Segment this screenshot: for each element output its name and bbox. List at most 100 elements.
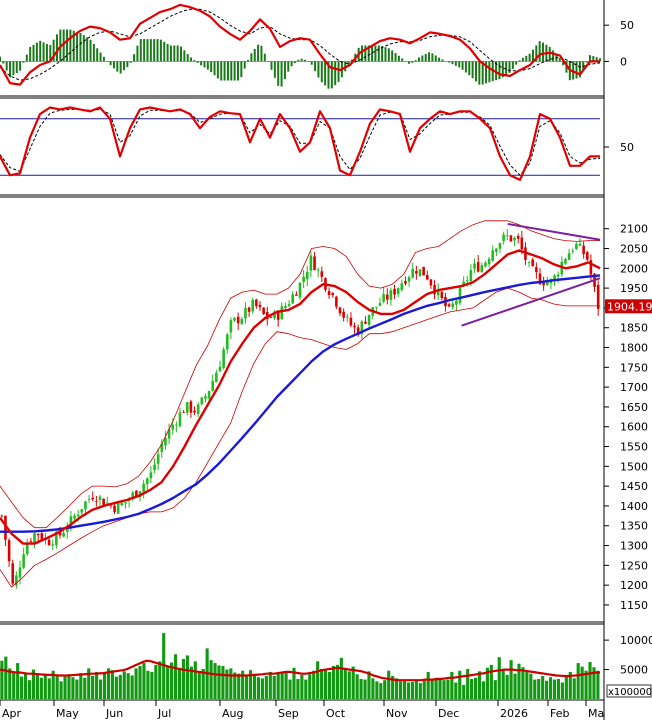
volume-bar [470, 678, 474, 699]
candle-body [367, 314, 371, 325]
candle-body [105, 502, 109, 504]
macd-histogram-bar [488, 61, 491, 83]
volume-ma-line [0, 659, 600, 682]
volume-bar [288, 679, 292, 699]
macd-histogram-bar [149, 39, 152, 62]
volume-bar [466, 668, 470, 699]
volume-bar [533, 679, 537, 699]
volume-bar [252, 675, 257, 699]
candle-body [429, 279, 433, 286]
volume-bar [122, 671, 126, 699]
volume-bar [296, 678, 300, 699]
candle-body [69, 516, 73, 527]
volume-bar [383, 680, 387, 699]
candle-body [164, 437, 167, 446]
macd-histogram-bar [478, 61, 481, 85]
candle-body [40, 533, 44, 540]
volume-bar [276, 673, 280, 699]
macd-histogram-bar [578, 61, 581, 78]
macd-histogram-bar [143, 39, 146, 62]
macd-histogram-bar [236, 61, 239, 81]
price-axis-tick-label: 1850 [620, 322, 648, 335]
volume-bar [462, 684, 466, 699]
volume-bar [241, 670, 245, 699]
macd-histogram-bar [210, 61, 213, 73]
macd-histogram-bar [397, 55, 400, 62]
candle-body [65, 528, 69, 532]
candle-body [25, 543, 29, 555]
macd-histogram-bar [481, 61, 484, 85]
month-label: Oct [326, 707, 346, 720]
candle-body [596, 284, 600, 309]
month-label: Apr [2, 707, 22, 720]
volume-bar [0, 660, 4, 699]
macd-histogram-bar [471, 61, 474, 79]
macd-histogram-bar [310, 61, 313, 65]
macd-histogram-bar [391, 50, 394, 62]
macd-histogram-bar [39, 40, 42, 62]
candle-body [269, 317, 273, 319]
candle-body [33, 533, 36, 543]
volume-bar [197, 671, 201, 699]
candle-body [564, 258, 567, 264]
macd-histogram-bar [5, 61, 8, 71]
volume-bar [87, 668, 91, 699]
macd-histogram-bar [431, 53, 434, 62]
macd-histogram-bar [414, 60, 417, 62]
macd-histogram-bar [62, 29, 65, 62]
volume-bar [221, 666, 225, 699]
candle-body [167, 429, 171, 439]
month-label: Dec [438, 707, 459, 720]
macd-histogram-bar [123, 61, 126, 71]
volume-bar [27, 680, 32, 699]
macd-histogram-bar [92, 44, 95, 62]
candle-body [335, 296, 338, 307]
macd-histogram-bar [381, 46, 384, 62]
month-label: May [56, 707, 79, 720]
candle-body [15, 575, 18, 586]
macd-histogram-bar [136, 45, 139, 62]
macd-histogram-bar [146, 39, 149, 62]
volume-bar [525, 671, 529, 699]
candle-body [364, 321, 367, 324]
candle-body [495, 248, 498, 252]
candle-body [175, 424, 178, 426]
volume-bar [509, 660, 513, 699]
candle-body [124, 501, 127, 504]
volume-bar [102, 672, 107, 699]
candle-body [447, 304, 451, 307]
volume-bar [256, 677, 261, 699]
candle-body [411, 268, 415, 278]
macd-histogram-bar [575, 61, 578, 79]
volume-bar [387, 670, 391, 699]
volume-bar [426, 671, 430, 699]
macd-histogram-bar [334, 61, 337, 86]
candle-body [491, 250, 495, 261]
macd-histogram-bar [592, 56, 595, 62]
price-panel: 2100205020001950190018501800175017001650… [0, 220, 648, 612]
candle-body [415, 271, 418, 274]
macd-histogram-bar [35, 42, 38, 62]
volume-bar [114, 676, 118, 699]
macd-histogram-bar [401, 58, 404, 62]
macd-histogram-bar [558, 57, 561, 62]
macd-histogram-bar [0, 56, 1, 62]
macd-histogram-bar [371, 45, 374, 62]
candle-body [0, 515, 4, 517]
volume-bar [339, 657, 343, 699]
macd-histogram-bar [52, 39, 55, 62]
candle-body [95, 501, 98, 502]
volume-bar [379, 683, 383, 699]
candle-body [476, 262, 480, 272]
volume-bar [347, 671, 351, 699]
candle-body [135, 490, 138, 497]
volume-bar [418, 683, 422, 699]
macd-histogram-bar [283, 61, 286, 80]
price-axis-tick-label: 2100 [620, 223, 648, 236]
candle-body [47, 539, 51, 546]
macd-histogram-bar [324, 61, 327, 86]
macd-histogram-bar [347, 61, 350, 66]
volume-bar [16, 663, 20, 699]
candle-body [207, 391, 211, 399]
volume-bar [537, 678, 541, 699]
